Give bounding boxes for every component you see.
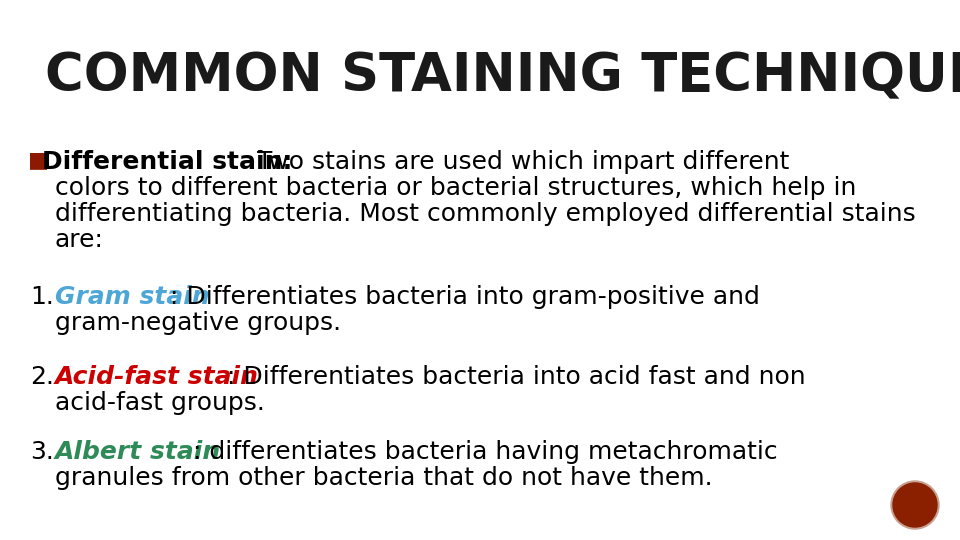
Text: COMMON STAINING TECHNIQUES: COMMON STAINING TECHNIQUES [45,50,960,102]
Text: Gram stain: Gram stain [55,285,209,309]
Text: 1.: 1. [30,285,54,309]
Ellipse shape [891,481,939,529]
Text: acid-fast groups.: acid-fast groups. [55,391,265,415]
Text: ■: ■ [28,150,49,170]
Text: 2.: 2. [30,365,54,389]
Text: differentiating bacteria. Most commonly employed differential stains: differentiating bacteria. Most commonly … [55,202,916,226]
Ellipse shape [893,483,937,527]
Text: gram-negative groups.: gram-negative groups. [55,311,341,335]
Text: colors to different bacteria or bacterial structures, which help in: colors to different bacteria or bacteria… [55,176,856,200]
Text: : differentiates bacteria having metachromatic: : differentiates bacteria having metachr… [193,440,778,464]
Text: granules from other bacteria that do not have them.: granules from other bacteria that do not… [55,466,712,490]
Text: Acid-fast stain: Acid-fast stain [55,365,259,389]
Text: : Differentiates bacteria into gram-positive and: : Differentiates bacteria into gram-posi… [170,285,760,309]
Text: Albert stain: Albert stain [55,440,221,464]
Text: are:: are: [55,228,104,252]
Text: 3.: 3. [30,440,54,464]
Text: : Differentiates bacteria into acid fast and non: : Differentiates bacteria into acid fast… [227,365,805,389]
Text: Two stains are used which impart different: Two stains are used which impart differe… [249,150,789,174]
Text: Differential stain:: Differential stain: [42,150,293,174]
